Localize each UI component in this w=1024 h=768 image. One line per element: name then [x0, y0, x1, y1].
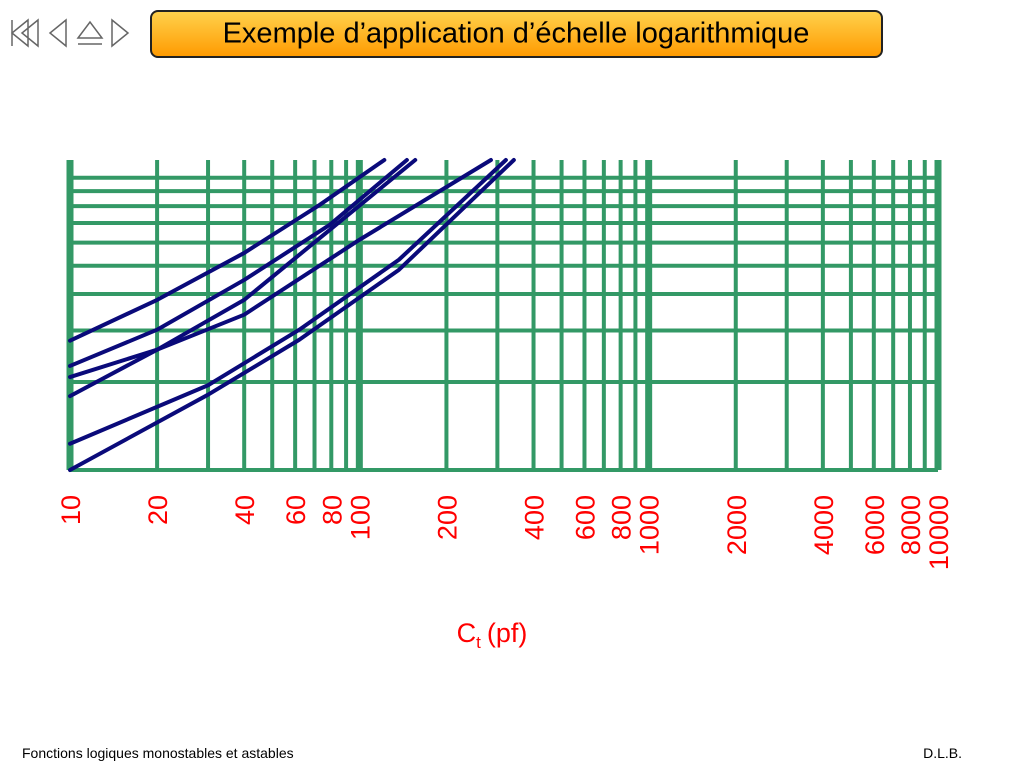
curve — [68, 158, 508, 446]
title-box — [150, 10, 883, 58]
nav-icons[interactable] — [10, 18, 130, 48]
curve — [68, 158, 493, 399]
curve — [68, 158, 409, 368]
x-tick-label: 8000 — [896, 495, 926, 555]
x-axis-label: Ct (pf) — [457, 618, 528, 652]
nav-next[interactable] — [111, 18, 130, 48]
x-label-unit: (pf) — [487, 618, 528, 648]
x-tick-label: 10 — [56, 495, 86, 525]
x-tick-label: 200 — [432, 495, 462, 540]
x-tick-label: 100 — [345, 495, 375, 540]
curve — [68, 158, 516, 472]
x-label-sub: t — [476, 633, 481, 652]
curve — [68, 158, 418, 380]
x-tick-label: 40 — [230, 495, 260, 525]
x-tick-label: 1000 — [635, 495, 665, 555]
nav-home[interactable] — [76, 20, 104, 45]
slide-title: Exemple d’application d’échelle logarith… — [223, 18, 810, 50]
x-tick-label: 400 — [520, 495, 550, 540]
nav-first[interactable] — [10, 18, 39, 48]
x-tick-label: 600 — [570, 495, 600, 540]
x-tick-label: 60 — [281, 495, 311, 525]
footer-left: Fonctions logiques monostables et astabl… — [22, 745, 294, 761]
x-tick-label: 10000 — [924, 495, 954, 570]
curve — [68, 158, 387, 343]
x-tick-label: 6000 — [860, 495, 890, 555]
x-tick-label: 2000 — [722, 495, 752, 555]
nav-prev[interactable] — [48, 18, 67, 48]
x-tick-label: 20 — [143, 495, 173, 525]
x-tick-label: 4000 — [809, 495, 839, 555]
footer-right: D.L.B. — [923, 745, 962, 761]
x-tick-label: 80 — [317, 495, 347, 525]
x-label-main: C — [457, 618, 477, 648]
x-tick-label: 800 — [607, 495, 637, 540]
